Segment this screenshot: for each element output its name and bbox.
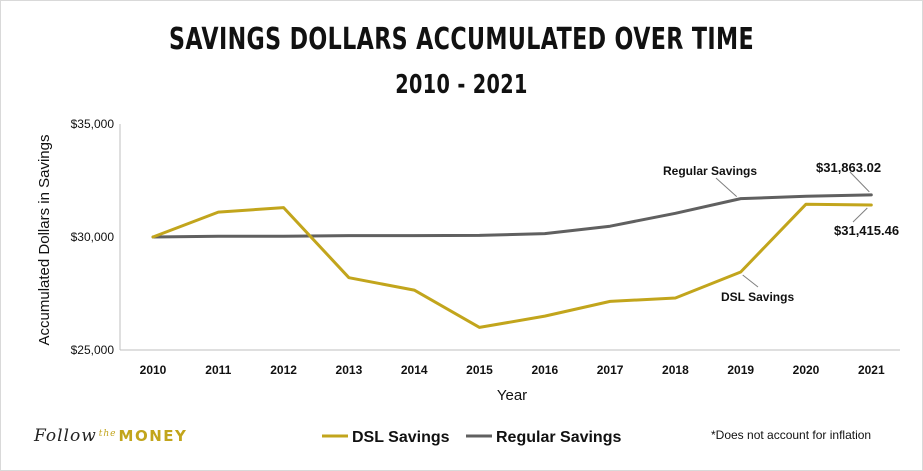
y-tick-label: $30,000 bbox=[71, 230, 115, 244]
x-tick-label: 2015 bbox=[466, 363, 493, 377]
logo-money: MONEY bbox=[118, 427, 188, 445]
annotation-value: $31,863.02 bbox=[816, 160, 881, 175]
y-tick-label: $35,000 bbox=[71, 117, 115, 131]
x-tick-label: 2011 bbox=[205, 363, 231, 377]
leader-line bbox=[849, 171, 870, 193]
x-tick-label: 2013 bbox=[336, 363, 363, 377]
annotations: Regular Savings $31,863.02 $31,415.46 DSL S… bbox=[663, 160, 899, 304]
series-line-dsl-savings bbox=[151, 202, 873, 329]
logo-the: the bbox=[98, 429, 117, 439]
chart-subtitle: 2010 - 2021 bbox=[395, 70, 528, 100]
legend-label: DSL Savings bbox=[352, 429, 450, 446]
series-line-regular-savings bbox=[151, 193, 873, 239]
footnote: *Does not account for inflation bbox=[711, 428, 872, 442]
annotation-value: $31,415.46 bbox=[834, 223, 899, 238]
x-axis-title: Year bbox=[497, 387, 527, 404]
x-tick-label: 2016 bbox=[531, 363, 558, 377]
x-tick-label: 2019 bbox=[727, 363, 754, 377]
x-tick-label: 2018 bbox=[662, 363, 689, 377]
x-tick-label: 2010 bbox=[140, 363, 167, 377]
x-tick-label: 2014 bbox=[401, 363, 428, 377]
follow-the-money-logo: Follow the MONEY bbox=[34, 426, 187, 446]
leader-line bbox=[852, 207, 868, 223]
chart-title: SAVINGS DOLLARS ACCUMULATED OVER TIME bbox=[169, 22, 754, 57]
x-tick-label: 2020 bbox=[793, 363, 820, 377]
ticks: $25,000 $30,000 $35,000 2010 2011 2012 2013 201… bbox=[36, 117, 885, 404]
axes bbox=[119, 124, 900, 351]
legend: DSL Savings Regular Savings bbox=[322, 429, 621, 446]
y-axis-title: Accumulated Dollars in Savings bbox=[36, 135, 53, 346]
annotation-label: DSL Savings bbox=[721, 290, 794, 304]
leader-line bbox=[715, 177, 738, 197]
legend-label: Regular Savings bbox=[496, 429, 621, 446]
logo-follow: Follow bbox=[34, 426, 97, 446]
x-tick-label: 2012 bbox=[270, 363, 297, 377]
annotation-label: Regular Savings bbox=[663, 164, 757, 178]
leader-line bbox=[742, 274, 759, 288]
x-tick-label: 2021 bbox=[858, 363, 885, 377]
x-tick-label: 2017 bbox=[597, 363, 624, 377]
y-tick-label: $25,000 bbox=[71, 343, 115, 357]
series-lines bbox=[151, 193, 873, 329]
